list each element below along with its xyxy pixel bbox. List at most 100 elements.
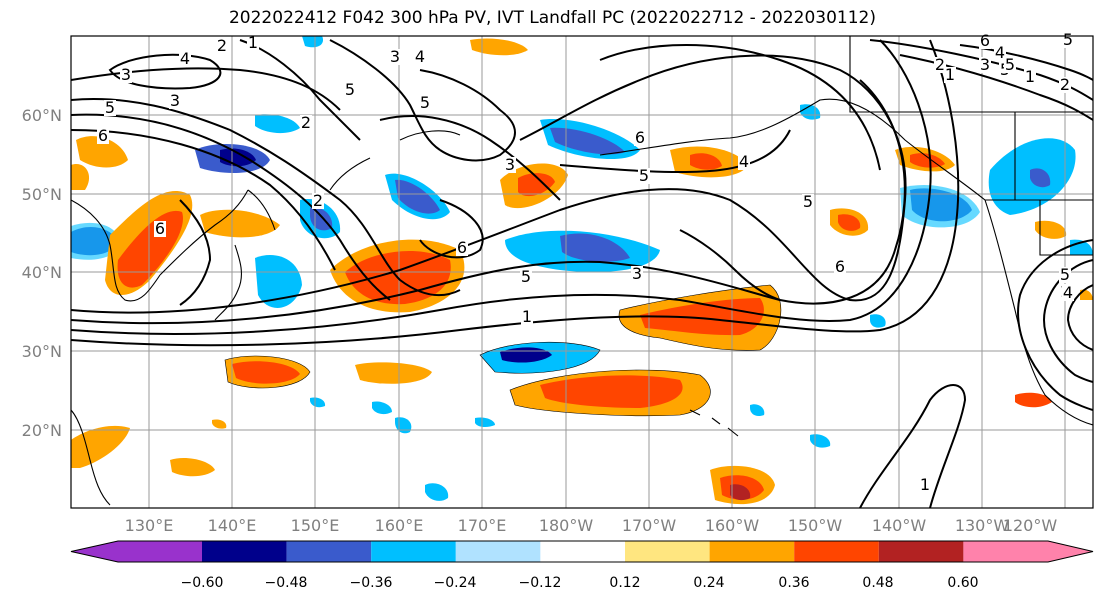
contour-label: 5 (1005, 55, 1015, 74)
map-frame (70, 35, 1094, 509)
pv-contours (71, 39, 1093, 508)
contour-label: 4 (995, 43, 1005, 62)
coastlines (71, 36, 1093, 506)
lon-label: 170°E (458, 516, 507, 535)
colorbar-segment (878, 541, 964, 562)
contour-label-bg (1004, 57, 1016, 73)
contour-label: 1 (920, 475, 930, 494)
lon-label: 180°W (539, 516, 594, 535)
contour-label-bg (738, 154, 750, 170)
contour-label: 5 (1060, 265, 1070, 284)
contour-label: 6 (155, 219, 165, 238)
colorbar-segment (709, 541, 795, 562)
contour-label-bg (169, 93, 181, 109)
lon-label: 170°W (622, 516, 677, 535)
contour-label-bg (120, 67, 132, 83)
colorbar-tick-label: −0.36 (350, 575, 393, 591)
contour-label-bg (994, 45, 1006, 61)
map-title: 2022022412 F042 300 hPa PV, IVT Landfall… (228, 8, 876, 28)
colorbar-extend-high (1048, 541, 1093, 562)
contour-label: 3 (170, 91, 180, 110)
contour-label-bg (979, 33, 991, 49)
contour-label: 6 (835, 257, 845, 276)
lon-label: 140°W (872, 516, 927, 535)
contour-label-bg (300, 115, 312, 131)
lon-label: 160°W (705, 516, 760, 535)
contour-label-bg (520, 269, 532, 285)
colorbar-segment (963, 541, 1048, 562)
contour-label: 6 (98, 126, 108, 145)
contour-label-bg (979, 57, 991, 73)
contour-label: 3 (121, 65, 131, 84)
contour-label-bg (521, 309, 533, 325)
lon-label: 130°W (955, 516, 1010, 535)
contour-label-bg (389, 49, 401, 65)
contour-label-bg (312, 193, 324, 209)
contour-label: 2 (217, 36, 227, 55)
colorbar-tick-label: −0.12 (519, 575, 562, 591)
contour-label-bg (944, 67, 956, 83)
contour-label-bg (344, 82, 356, 98)
contour-label: 5 (420, 93, 430, 112)
contour-label: 5 (1063, 30, 1073, 49)
contour-label-bg (934, 57, 946, 73)
contour-label-bg (631, 266, 643, 282)
contour-label-bg (504, 157, 516, 173)
colorbar-segment (625, 541, 710, 562)
contour-label: 1 (248, 33, 258, 52)
contour-label: 4 (180, 49, 190, 68)
colorbar-ticks: −0.60 −0.48 −0.36 −0.24 −0.12 0.12 0.24 … (181, 575, 979, 591)
contour-label-bg (179, 51, 191, 67)
colorbar-segment (455, 541, 541, 562)
contour-label: 2 (301, 113, 311, 132)
lat-label: 60°N (22, 106, 62, 125)
contour-label: 5 (639, 166, 649, 185)
colorbar-extend-low (71, 541, 118, 562)
contour-label-bg (154, 221, 166, 237)
contour-label-bg (919, 477, 931, 493)
contour-label-bg (638, 168, 650, 184)
contour-label-bg (216, 38, 228, 54)
contour-label: 2 (1060, 75, 1070, 94)
pc-shading (71, 36, 1093, 505)
contour-label-bg (802, 194, 814, 210)
contour-label: 3 (390, 47, 400, 66)
colorbar-tick-label: −0.24 (434, 575, 477, 591)
contour-label-bg (456, 240, 468, 256)
contour-label: 6 (980, 31, 990, 50)
contour-label: 4 (415, 47, 425, 66)
colorbar-segment (202, 541, 287, 562)
lon-label: 150°E (291, 516, 340, 535)
colorbar-segment (540, 541, 625, 562)
contour-label-bg (104, 100, 116, 116)
colorbar-outline (70, 540, 1094, 563)
latitude-labels: 60°N 50°N 40°N 30°N 20°N (22, 106, 62, 440)
contour-labels: 34215362535645126354651453621653125415 (97, 30, 1074, 494)
contour-label: 2 (313, 191, 323, 210)
lon-label: 130°E (125, 516, 174, 535)
colorbar-tick-label: 0.24 (693, 575, 724, 591)
contour-label: 1 (522, 307, 532, 326)
colorbar-tick-label: −0.60 (181, 575, 224, 591)
lon-label: 150°W (788, 516, 843, 535)
contour-label-bg (1024, 69, 1036, 85)
colorbar (70, 540, 1094, 563)
shading-outlines (224, 284, 782, 417)
contour-label-bg (1059, 267, 1071, 283)
contour-label-bg (634, 130, 646, 146)
colorbar-tick-label: 0.12 (609, 575, 640, 591)
contour-label: 5 (345, 80, 355, 99)
lat-label: 30°N (22, 342, 62, 361)
lon-label: 120°W (1003, 516, 1058, 535)
contour-label-bg (414, 49, 426, 65)
contour-label: 4 (739, 152, 749, 171)
longitude-labels: 130°E 140°E 150°E 160°E 170°E 180°W 170°… (125, 516, 1058, 535)
contour-label: 5 (803, 192, 813, 211)
colorbar-tick-label: −0.48 (265, 575, 308, 591)
map-gridlines (71, 36, 1093, 508)
contour-label-bg (419, 95, 431, 111)
contour-label: 2 (935, 55, 945, 74)
contour-label: 5 (521, 267, 531, 286)
contour-label-bg (834, 259, 846, 275)
colorbar-tick-label: 0.48 (862, 575, 893, 591)
